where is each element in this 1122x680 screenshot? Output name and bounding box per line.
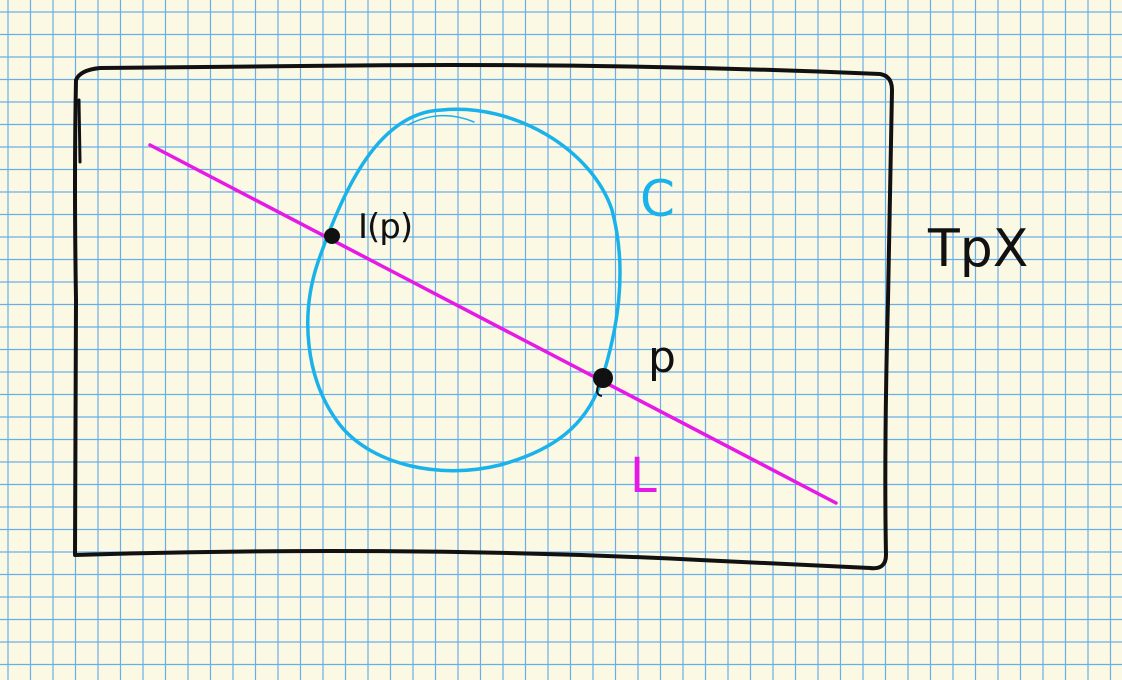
plane-frame-edge-stroke — [77, 98, 82, 164]
line-l-label: L — [630, 448, 657, 504]
point-p-dot — [593, 368, 613, 388]
point-p-dot-tail — [596, 385, 603, 397]
point-ip-label: I(p) — [358, 207, 412, 247]
line-l — [148, 143, 838, 505]
tangent-space-label: TpX — [927, 219, 1028, 279]
point-p-label: p — [648, 332, 676, 383]
curve-c — [306, 107, 622, 473]
plane-frame — [73, 63, 894, 571]
point-ip-dot — [324, 228, 340, 244]
curve-c-top-flourish — [407, 114, 475, 126]
curve-c-label: C — [640, 170, 675, 228]
